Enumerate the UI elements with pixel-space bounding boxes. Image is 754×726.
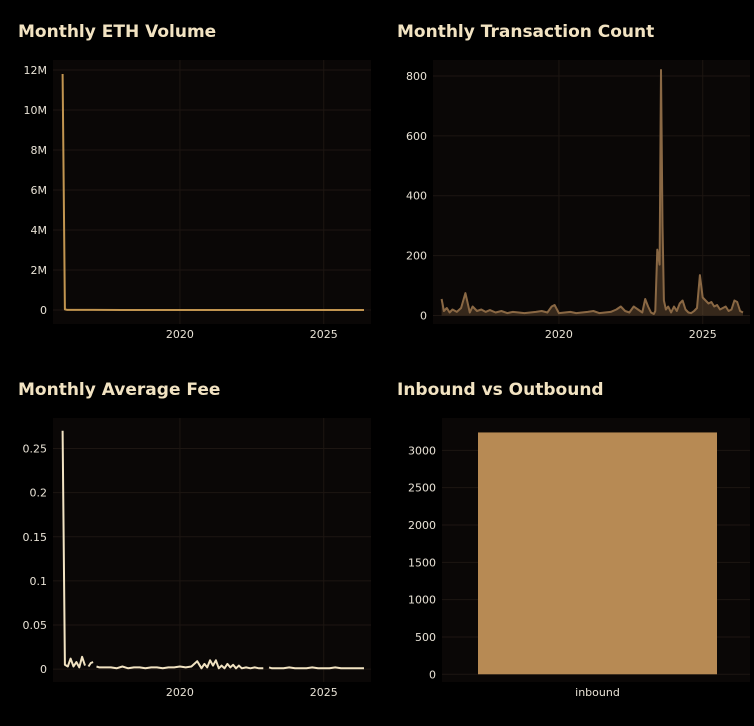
y-tick-label: 0 bbox=[420, 310, 427, 323]
bar bbox=[478, 432, 717, 675]
y-tick-label: 600 bbox=[406, 130, 427, 143]
series-line bbox=[440, 69, 744, 315]
series-line bbox=[96, 659, 264, 670]
chart-3-group: 0 500 1000 1500 2000 2500 3000 inbound bbox=[408, 418, 750, 699]
tx-count-title: Monthly Transaction Count bbox=[397, 22, 655, 42]
series-line bbox=[87, 661, 94, 668]
y-tick-label: 0 bbox=[40, 304, 47, 317]
chart-0-group: 0 2M 4M 6M 8M 10M 12M 2020 2025 bbox=[24, 60, 371, 341]
y-tick-label: 1000 bbox=[408, 594, 436, 607]
x-tick-label: 2025 bbox=[689, 328, 717, 341]
series-line bbox=[61, 73, 364, 311]
y-tick-label: 0.2 bbox=[30, 487, 48, 500]
inbound-outbound-title: Inbound vs Outbound bbox=[397, 380, 604, 400]
x-tick-label: inbound bbox=[575, 686, 620, 699]
series-line bbox=[268, 666, 364, 670]
plot-area bbox=[433, 60, 750, 324]
y-tick-label: 200 bbox=[406, 250, 427, 263]
y-tick-label: 6M bbox=[31, 184, 48, 197]
y-tick-label: 0.15 bbox=[23, 531, 48, 544]
y-tick-label: 1500 bbox=[408, 556, 436, 569]
x-tick-label: 2025 bbox=[310, 686, 338, 699]
y-tick-label: 0.05 bbox=[23, 619, 48, 632]
y-tick-label: 3000 bbox=[408, 444, 436, 457]
x-tick-label: 2025 bbox=[310, 328, 338, 341]
chart-2-group: 0 0.05 0.1 0.15 0.2 0.25 2020 2025 bbox=[23, 418, 371, 699]
x-tick-label: 2020 bbox=[545, 328, 573, 341]
avg-fee-title: Monthly Average Fee bbox=[18, 380, 221, 400]
x-tick-label: 2020 bbox=[166, 328, 194, 341]
y-tick-label: 2M bbox=[31, 264, 48, 277]
series-line bbox=[61, 430, 86, 669]
y-tick-label: 12M bbox=[24, 64, 48, 77]
plot-area bbox=[53, 418, 371, 682]
chart-1-group: 0 200 400 600 800 2020 2025 bbox=[406, 60, 750, 341]
y-tick-label: 2500 bbox=[408, 482, 436, 495]
y-tick-label: 10M bbox=[24, 104, 48, 117]
plot-area bbox=[53, 60, 371, 324]
y-tick-label: 800 bbox=[406, 70, 427, 83]
y-tick-label: 400 bbox=[406, 190, 427, 203]
y-tick-label: 2000 bbox=[408, 519, 436, 532]
y-tick-label: 0 bbox=[40, 663, 47, 676]
y-tick-label: 0.25 bbox=[23, 442, 48, 455]
y-tick-label: 500 bbox=[415, 631, 436, 644]
x-tick-label: 2020 bbox=[166, 686, 194, 699]
y-tick-label: 0.1 bbox=[30, 575, 48, 588]
y-tick-label: 8M bbox=[31, 144, 48, 157]
eth-volume-title: Monthly ETH Volume bbox=[18, 22, 217, 42]
y-tick-label: 4M bbox=[31, 224, 48, 237]
y-tick-label: 0 bbox=[429, 668, 436, 681]
